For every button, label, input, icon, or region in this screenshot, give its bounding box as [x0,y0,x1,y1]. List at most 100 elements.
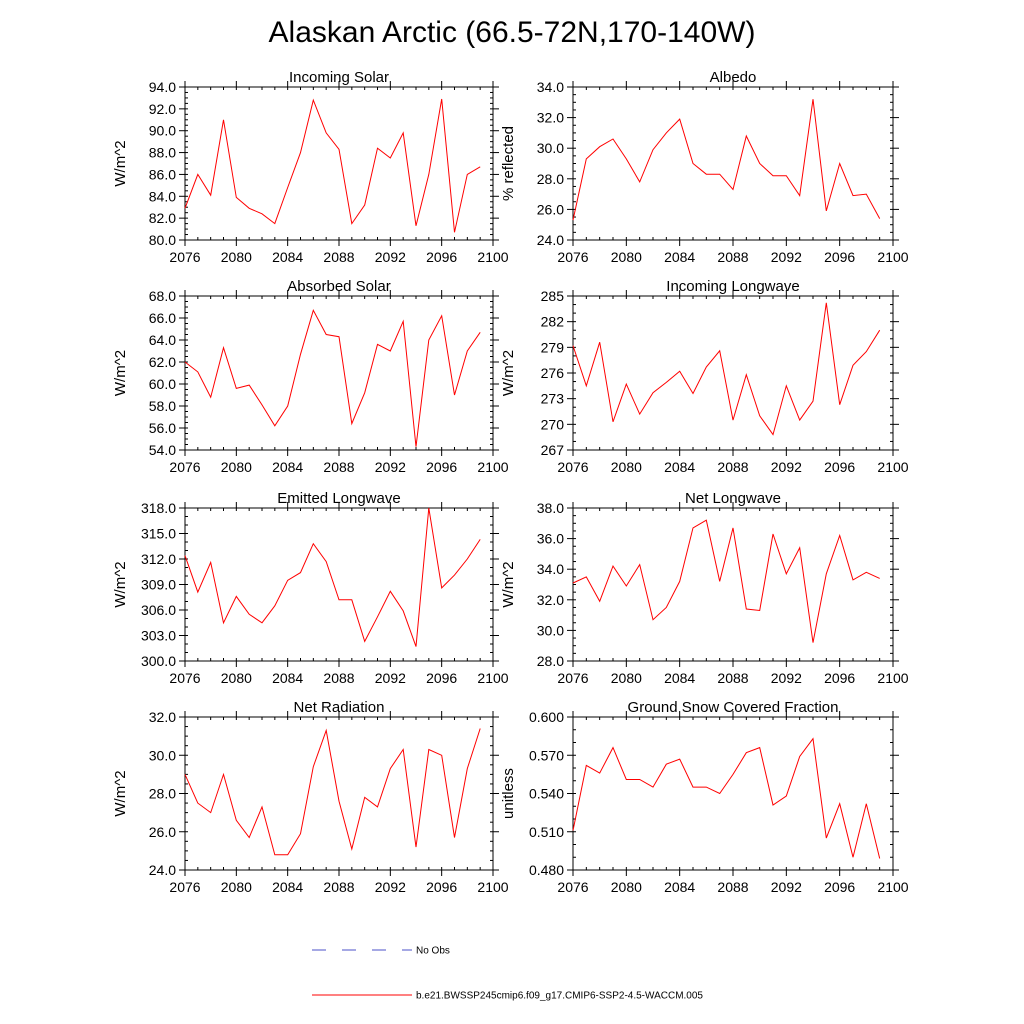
series-line [572,99,881,221]
series-line [184,98,481,233]
x-tick-label: 2100 [877,459,908,475]
y-tick-label: 86.0 [149,166,176,182]
y-tick-label: 28.0 [537,653,564,669]
y-tick-label: 56.0 [149,420,176,436]
plot-frame [572,716,894,871]
x-tick-label: 2100 [877,249,908,265]
x-tick-label: 2080 [221,249,252,265]
x-tick-label: 2100 [477,879,508,895]
y-tick-label: 0.480 [529,862,564,878]
y-tick-label: 282 [541,314,565,330]
y-axis-label: W/m^2 [112,770,129,816]
plot-frame [572,295,894,451]
panel-title: Incoming Longwave [666,278,799,295]
y-tick-label: 30.0 [149,747,176,763]
y-tick-label: 30.0 [537,622,564,638]
panel-incoming-longwave: Incoming Longwave W/m^2 2076 2080 2084 2088 20… [500,278,909,475]
x-tick-label: 2096 [426,879,457,895]
y-tick-label: 34.0 [537,79,564,95]
panel-title: Emitted Longwave [277,490,400,507]
x-tick-label: 2092 [771,459,802,475]
y-tick-label: 28.0 [149,786,176,802]
x-tick-label: 2096 [824,670,855,686]
y-axis-label: W/m^2 [500,561,517,607]
series-line [572,519,880,643]
y-axis-label: W/m^2 [500,350,517,396]
x-tick-label: 2088 [323,249,354,265]
y-tick-label: 26.0 [149,824,176,840]
x-tick-label: 2096 [824,879,855,895]
x-tick-label: 2100 [877,879,908,895]
x-tick-label: 2088 [323,459,354,475]
y-tick-label: 0.570 [529,747,564,763]
x-tick-label: 2100 [477,249,508,265]
panel-net-longwave: Net Longwave W/m^2 2076 2080 2084 2088 2092 209… [500,490,909,686]
y-tick-label: 92.0 [149,101,176,117]
x-tick-label: 2092 [771,879,802,895]
y-tick-label: 54.0 [149,442,176,458]
panel-title: Albedo [710,69,757,86]
y-tick-label: 267 [541,442,565,458]
x-tick-label: 2088 [717,459,748,475]
y-tick-label: 270 [541,416,565,432]
x-tick-label: 2080 [611,459,642,475]
x-tick-label: 2084 [664,879,695,895]
panel-net-radiation: Net Radiation W/m^2 2076 2080 2084 2088 2092 20… [112,699,509,895]
y-tick-label: 82.0 [149,210,176,226]
x-tick-label: 2076 [557,249,588,265]
x-tick-label: 2080 [611,670,642,686]
x-tick-label: 2084 [664,459,695,475]
x-tick-label: 2076 [169,459,200,475]
panels: Incoming Solar W/m^2 2076 2080 2084 2088 2092 2… [112,69,909,895]
y-tick-label: 312.0 [141,551,176,567]
series-line [184,308,481,447]
x-tick-label: 2088 [717,879,748,895]
x-tick-label: 2084 [272,879,303,895]
x-tick-label: 2084 [664,670,695,686]
legend-obs-label: No Obs [416,946,450,957]
panel-title: Incoming Solar [289,69,389,86]
y-tick-label: 0.540 [529,786,564,802]
plot-frame [184,716,494,871]
x-tick-label: 2096 [824,459,855,475]
x-tick-label: 2100 [477,459,508,475]
plot-frame [184,507,494,662]
x-tick-label: 2100 [877,670,908,686]
y-tick-label: 24.0 [537,232,564,248]
y-tick-label: 276 [541,365,565,381]
y-tick-label: 38.0 [537,500,564,516]
y-tick-label: 318.0 [141,500,176,516]
y-axis-label: % reflected [500,126,517,201]
panel-title: Net Longwave [685,490,781,507]
x-tick-label: 2092 [375,249,406,265]
x-tick-label: 2084 [272,459,303,475]
y-axis-label: W/m^2 [112,350,129,396]
y-tick-label: 80.0 [149,232,176,248]
panel-emitted-longwave: Emitted Longwave W/m^2 2076 2080 2084 2088 209… [112,490,509,686]
x-tick-label: 2092 [375,459,406,475]
panel-title: Absorbed Solar [287,278,390,295]
y-tick-label: 303.0 [141,628,176,644]
y-tick-label: 0.600 [529,709,564,725]
legend-model-label: b.e21.BWSSP245cmip6.f09_g17.CMIP6-SSP2-4… [416,991,703,1002]
y-tick-label: 0.510 [529,824,564,840]
y-tick-label: 306.0 [141,602,176,618]
y-axis-label: W/m^2 [112,561,129,607]
series-line [572,737,881,859]
y-tick-label: 309.0 [141,577,176,593]
x-tick-label: 2092 [375,879,406,895]
panel-absorbed-solar: Absorbed Solar W/m^2 2076 2080 2084 2088 2092 2… [112,278,509,475]
x-tick-label: 2088 [323,670,354,686]
y-tick-label: 58.0 [149,398,176,414]
x-tick-label: 2084 [664,249,695,265]
y-axis-label: W/m^2 [112,140,129,186]
y-tick-label: 285 [541,288,565,304]
series-line [184,728,481,856]
panel-title: Net Radiation [294,699,385,716]
y-tick-label: 273 [541,391,565,407]
y-tick-label: 66.0 [149,310,176,326]
panel-ground-snow-covered-fraction: Ground Snow Covered Fraction unitless 2076… [500,699,909,895]
y-tick-label: 26.0 [537,201,564,217]
x-tick-label: 2088 [323,879,354,895]
